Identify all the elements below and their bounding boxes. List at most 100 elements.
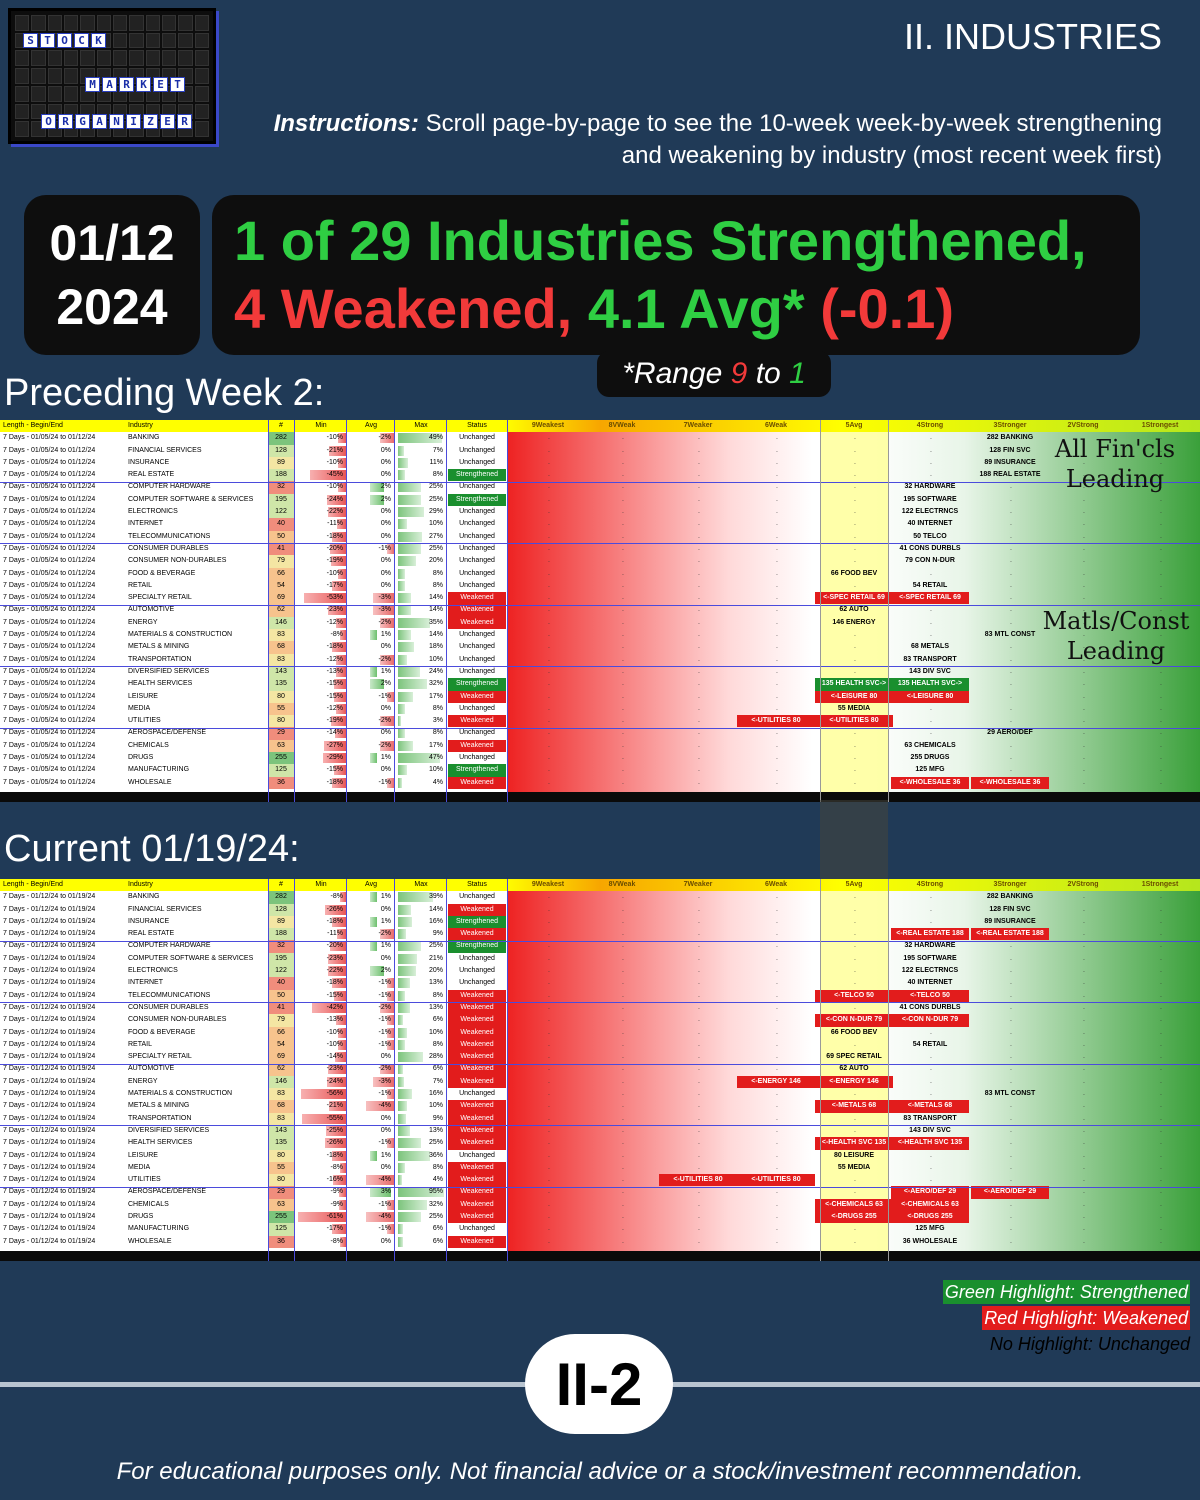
cell-industry: FINANCIAL SERVICES [128,905,202,913]
max-value: 8% [432,704,443,712]
zone-dot: . [548,594,550,602]
zone-dot: . [622,520,624,528]
zone-dot: . [854,1090,856,1098]
max-value: 20% [428,557,443,565]
cell-min: -18% [296,916,346,928]
zone-dot: . [776,905,778,913]
cell-count: 50 [268,530,294,543]
max-bar [398,1224,404,1235]
zone-dot: . [698,1163,700,1171]
cell-max: 25% [396,1211,446,1223]
cell-max: 36% [396,1150,446,1162]
avg-bar [370,892,377,903]
table-row: 7 Days - 01/12/24 to 01/19/24 UTILITIES 80… [0,1174,1200,1187]
cell-avg: 1% [348,916,394,928]
zone-dot: . [776,557,778,565]
cell-avg: -2% [348,715,394,727]
zone-dot: . [698,1102,700,1110]
min-value: -24% [326,1077,343,1085]
zone-dot: . [622,1077,624,1085]
min-value: -42% [326,1003,343,1011]
min-bar [328,966,346,977]
max-value: 11% [429,458,444,466]
zone-dot: . [854,1126,856,1134]
status-badge: Weakened [448,1063,506,1076]
max-value: 10% [428,655,443,663]
cell-avg: 0% [348,1162,394,1174]
cell-count: 80 [268,690,294,703]
avg-value: 0% [380,729,391,737]
zone-dot: . [622,631,624,639]
zone-dot: . [1083,631,1085,639]
cell-min: -11% [296,518,346,530]
table-row: 7 Days - 01/05/24 to 01/12/24 CONSUMER NO… [0,555,1200,568]
cell-avg: -2% [348,617,394,629]
max-value: 14% [428,905,443,913]
avg-value: -1% [378,1040,391,1048]
zone-marker: 146 ENERGY [832,618,876,626]
cell-max: 6% [396,1236,446,1248]
max-value: 25% [428,1213,443,1221]
cell-length: 7 Days - 01/05/24 to 01/12/24 [3,717,96,725]
zone-dot: . [776,778,778,786]
range-note: *Range 9 to 1 [597,351,831,397]
cell-length: 7 Days - 01/05/24 to 01/12/24 [3,520,96,528]
max-bar [398,654,407,665]
zone-dot: . [930,1065,932,1073]
cell-industry: ENERGY [128,618,158,626]
cell-avg: 0% [348,531,394,543]
max-value: 25% [428,483,443,491]
zone-dot: . [1083,1003,1085,1011]
zone-dot: . [1160,778,1162,786]
status-badge: Unchanged [459,979,495,987]
zone-dot: . [930,1028,932,1036]
cell-max: 8% [396,580,446,592]
zone-dot: . [698,581,700,589]
status-badge: Unchanged [459,508,495,516]
table-row: 7 Days - 01/05/24 to 01/12/24 TRANSPORTAT… [0,653,1200,666]
zone-dot: . [698,680,700,688]
zone-dot: . [930,631,932,639]
cell-max: 8% [396,1162,446,1174]
zone-dot: . [622,594,624,602]
max-value: 10% [428,520,443,528]
zone-dot: . [1010,1003,1012,1011]
zone-dot: . [854,667,856,675]
table-row: 7 Days - 01/05/24 to 01/12/24 FOOD & BEVE… [0,567,1200,580]
zone-dot: . [776,1102,778,1110]
cell-length: 7 Days - 01/12/24 to 01/19/24 [3,991,96,999]
zone-dot: . [776,942,778,950]
zone-dot: . [548,1102,550,1110]
zone-dot: . [1083,1176,1085,1184]
max-value: 14% [428,606,443,614]
min-bar [330,941,346,952]
min-value: -8% [330,1163,343,1171]
date-day: 01/12 [49,215,175,271]
avg-value: 1% [380,667,391,675]
cell-count: 122 [268,965,294,978]
min-bar [339,630,346,641]
cell-count: 40 [268,518,294,531]
zone-dot: . [1083,680,1085,688]
min-value: -12% [326,704,343,712]
max-bar [398,679,427,690]
zone-dot: . [548,667,550,675]
cell-avg: 0% [348,727,394,739]
min-bar [331,777,346,788]
cell-industry: ENERGY [128,1077,158,1085]
cell-length: 7 Days - 01/12/24 to 01/19/24 [3,905,96,913]
avg-bar [380,740,394,751]
status-badge: Weakened [448,1075,506,1089]
cell-length: 7 Days - 01/05/24 to 01/12/24 [3,741,96,749]
zone-dot: . [548,557,550,565]
avg-value: 2% [380,495,391,503]
cell-min: -12% [296,703,346,715]
zone-dot: . [1010,520,1012,528]
cell-avg: -2% [348,1002,394,1014]
status-badge: Weakened [448,903,506,916]
cell-min: -20% [296,940,346,952]
min-bar [337,929,346,940]
zone-dot: . [1160,446,1162,454]
zone-dot: . [854,1003,856,1011]
